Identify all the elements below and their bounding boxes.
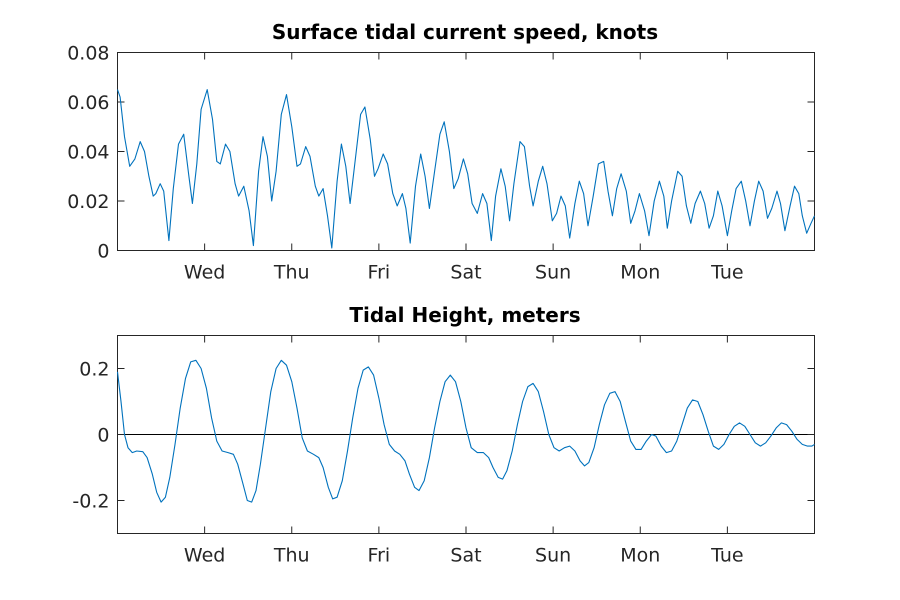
current-speed-xtick-label: Mon	[620, 262, 660, 284]
current-speed-ytick-label: 0.02	[67, 191, 109, 213]
current-speed-ytick-label: 0.06	[67, 92, 109, 114]
tidal-height-xtick-label: Wed	[184, 545, 225, 567]
tidal-height-xtick-label: Sat	[450, 545, 481, 567]
current-speed-ytick-label: 0.08	[67, 43, 109, 65]
current-speed-xtick-label: Sat	[450, 262, 481, 284]
current-speed-ytick-label: 0	[97, 241, 109, 263]
tidal-height-line	[116, 359, 815, 503]
tidal-height-ytick-label: 0	[97, 425, 109, 447]
tidal-height-xtick-label: Mon	[620, 545, 660, 567]
tidal-height-title: Tidal Height, meters	[349, 303, 580, 327]
current-speed-xtick-label: Fri	[368, 262, 391, 284]
current-speed-xtick-label: Wed	[184, 262, 225, 284]
current-speed-axes-box	[117, 52, 815, 251]
tidal-height-xtick-label: Fri	[368, 545, 391, 567]
current-speed-xtick-label: Sun	[535, 262, 571, 284]
tidal-height-ticks: -0.2 0 0.2 Wed Thu Fri Sat Sun Mon Tue	[72, 335, 815, 567]
tidal-height-ytick-label: -0.2	[72, 491, 109, 513]
tidal-height-xtick-label: Thu	[273, 545, 310, 567]
current-speed-title: Surface tidal current speed, knots	[272, 20, 658, 44]
current-speed-line	[116, 89, 815, 249]
current-speed-ytick-label: 0.04	[67, 142, 109, 164]
current-speed-ticks: 0 0.02 0.04 0.06 0.08 Wed Thu Fri Sat Sun Mon Tue	[67, 43, 815, 284]
tidal-height-ytick-label: 0.2	[79, 359, 109, 381]
tidal-height-xtick-label: Sun	[535, 545, 571, 567]
tidal-height-panel: Tidal Height, meters -0.2 0 0.2 Wed Thu Fri Sa…	[72, 303, 815, 567]
current-speed-xtick-label: Thu	[273, 262, 310, 284]
current-speed-panel: Surface tidal current speed, knots 0 0.02…	[67, 20, 815, 284]
current-speed-xtick-label: Tue	[710, 262, 743, 284]
tidal-height-xtick-label: Tue	[710, 545, 743, 567]
